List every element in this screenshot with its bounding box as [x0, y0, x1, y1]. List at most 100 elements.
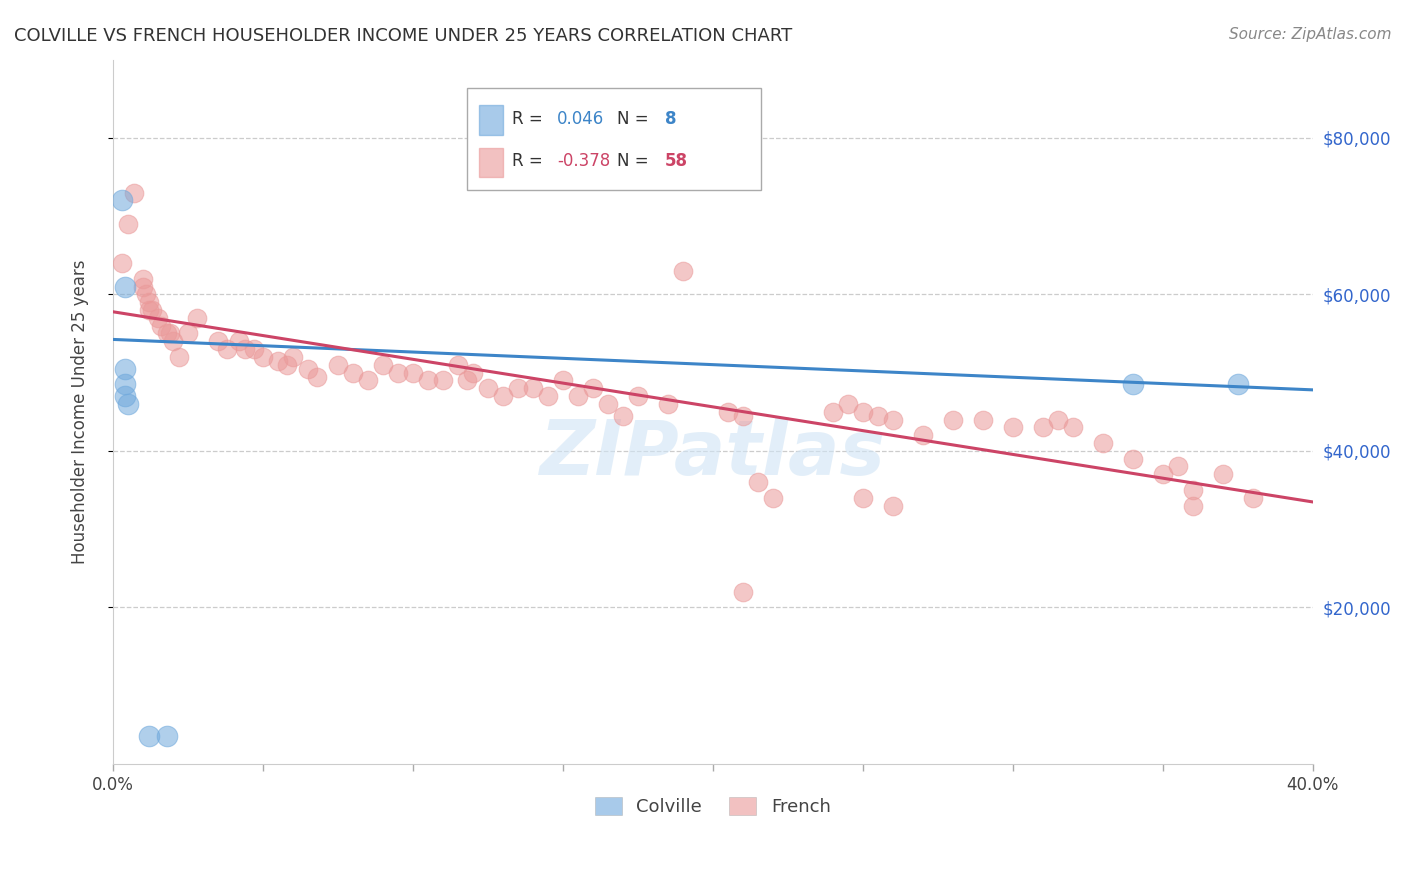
Text: 0.046: 0.046 [557, 110, 605, 128]
Point [747, 475, 769, 490]
Point [207, 334, 229, 349]
FancyBboxPatch shape [479, 148, 503, 178]
Text: N =: N = [617, 110, 648, 128]
Point [177, 326, 200, 341]
Point [186, 310, 208, 325]
Point [138, 730, 160, 744]
Point [267, 354, 290, 368]
Point [132, 271, 155, 285]
Point [1181, 483, 1204, 497]
Point [146, 310, 169, 325]
Point [135, 287, 157, 301]
Point [156, 326, 179, 341]
Point [117, 397, 139, 411]
Point [342, 366, 364, 380]
Point [837, 397, 859, 411]
Point [162, 334, 184, 349]
Point [731, 409, 754, 423]
Text: N =: N = [617, 152, 648, 170]
Point [1001, 420, 1024, 434]
Text: COLVILLE VS FRENCH HOUSEHOLDER INCOME UNDER 25 YEARS CORRELATION CHART: COLVILLE VS FRENCH HOUSEHOLDER INCOME UN… [14, 27, 793, 45]
Text: R =: R = [512, 110, 543, 128]
Point [156, 730, 179, 744]
Point [111, 256, 134, 270]
Point [371, 358, 394, 372]
Point [537, 389, 560, 403]
Point [111, 194, 134, 208]
Point [138, 303, 160, 318]
Text: Source: ZipAtlas.com: Source: ZipAtlas.com [1229, 27, 1392, 42]
Point [114, 361, 136, 376]
Point [141, 303, 163, 318]
Point [402, 366, 425, 380]
Point [821, 405, 844, 419]
Point [911, 428, 934, 442]
Point [122, 186, 145, 200]
Point [506, 381, 529, 395]
Text: R =: R = [512, 152, 543, 170]
Point [1181, 499, 1204, 513]
Point [1152, 467, 1174, 482]
Point [357, 373, 380, 387]
Point [717, 405, 740, 419]
Point [233, 342, 256, 356]
Point [882, 412, 904, 426]
Point [167, 350, 190, 364]
FancyBboxPatch shape [467, 87, 761, 190]
Point [1122, 451, 1144, 466]
Point [596, 397, 619, 411]
Point [416, 373, 439, 387]
Point [477, 381, 499, 395]
Point [612, 409, 634, 423]
Point [276, 358, 298, 372]
Point [972, 412, 994, 426]
Y-axis label: Householder Income Under 25 years: Householder Income Under 25 years [72, 260, 89, 564]
Point [326, 358, 349, 372]
Point [149, 318, 172, 333]
Text: 8: 8 [665, 110, 676, 128]
Point [492, 389, 515, 403]
Point [461, 366, 484, 380]
Point [159, 326, 181, 341]
Point [1212, 467, 1234, 482]
Point [1062, 420, 1084, 434]
Text: -0.378: -0.378 [557, 152, 610, 170]
Point [866, 409, 889, 423]
Point [522, 381, 544, 395]
Point [1226, 377, 1249, 392]
Point [432, 373, 454, 387]
Point [228, 334, 250, 349]
Point [252, 350, 274, 364]
Point [942, 412, 965, 426]
Point [657, 397, 679, 411]
Point [297, 361, 319, 376]
Point [114, 377, 136, 392]
Point [1241, 491, 1264, 505]
Point [114, 389, 136, 403]
Text: ZIPatlas: ZIPatlas [540, 417, 886, 491]
Point [447, 358, 470, 372]
Point [456, 373, 478, 387]
Point [243, 342, 266, 356]
Point [762, 491, 785, 505]
Point [1167, 459, 1189, 474]
Point [1091, 436, 1114, 450]
Point [582, 381, 605, 395]
Point [215, 342, 238, 356]
Point [305, 369, 328, 384]
Point [882, 499, 904, 513]
Point [1122, 377, 1144, 392]
Point [627, 389, 650, 403]
Point [567, 389, 589, 403]
FancyBboxPatch shape [479, 105, 503, 135]
Point [852, 491, 875, 505]
Point [731, 584, 754, 599]
Point [551, 373, 574, 387]
Point [117, 217, 139, 231]
Point [852, 405, 875, 419]
Text: 58: 58 [665, 152, 688, 170]
Legend: Colville, French: Colville, French [586, 788, 839, 825]
Point [1032, 420, 1054, 434]
Point [1046, 412, 1069, 426]
Point [387, 366, 409, 380]
